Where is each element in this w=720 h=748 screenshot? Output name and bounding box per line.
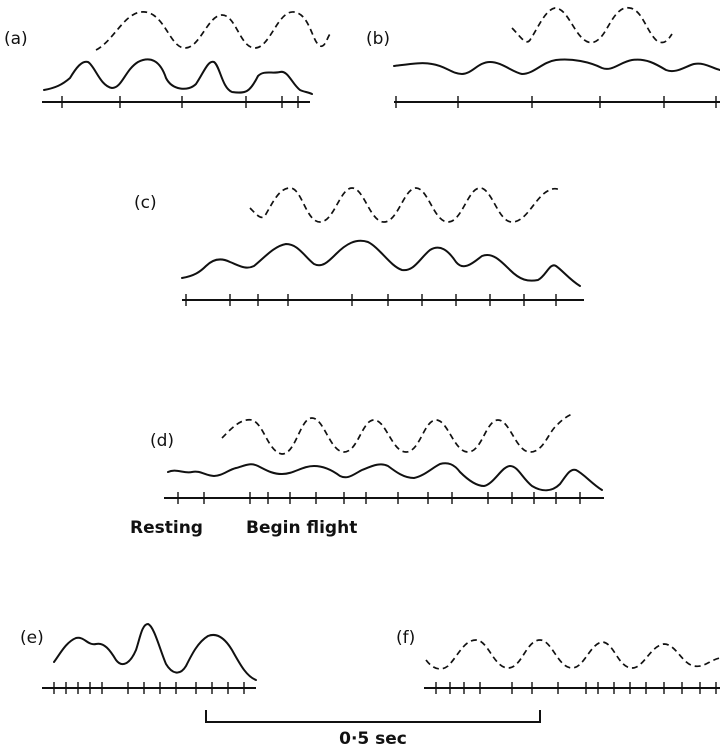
panel-d-resting-label: Resting: [130, 518, 203, 538]
panel-b: (b): [366, 6, 720, 108]
scale-bar-label: 0·5 sec: [339, 729, 407, 748]
panel-f: (f): [396, 628, 720, 694]
panel-f-ticks: [435, 682, 717, 694]
panel-c: (c): [134, 187, 584, 306]
scale-bar-bracket: [205, 710, 541, 723]
panel-e-recorded-wave: [53, 623, 257, 681]
panel-c-ticks: [185, 294, 557, 306]
panel-d-recorded-wave: [167, 462, 603, 492]
panel-b-label: (b): [366, 29, 390, 49]
panel-d-reference-wave: [221, 413, 573, 455]
panel-d-begin-flight-label: Begin flight: [246, 518, 357, 538]
panel-b-recorded-wave: [393, 58, 720, 75]
panel-e: (e): [20, 623, 257, 694]
scale-bar: 0·5 sec: [205, 710, 541, 748]
panel-c-label: (c): [134, 193, 157, 213]
panel-a: (a): [4, 11, 331, 108]
panel-c-reference-wave: [249, 187, 561, 223]
panel-d: (d) Resting Begin flight: [130, 413, 604, 538]
panel-d-ticks: [177, 492, 581, 504]
panel-e-label: (e): [20, 628, 44, 648]
panel-b-ticks: [395, 96, 717, 108]
panel-f-reference-wave: [425, 639, 720, 670]
panel-a-ticks: [61, 96, 299, 108]
panel-e-ticks: [53, 682, 245, 694]
panel-f-label: (f): [396, 628, 415, 648]
panel-d-label: (d): [150, 431, 174, 451]
panel-b-reference-wave: [511, 6, 673, 44]
panel-a-reference-wave: [95, 11, 331, 51]
panel-a-label: (a): [4, 29, 28, 49]
panel-c-recorded-wave: [181, 239, 581, 287]
panel-a-recorded-wave: [43, 58, 313, 95]
